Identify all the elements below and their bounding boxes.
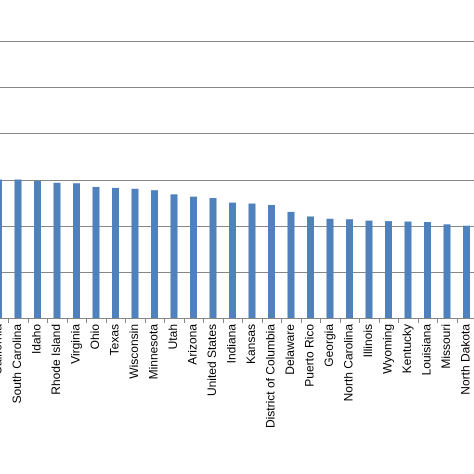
bar — [112, 187, 119, 318]
bar — [34, 180, 41, 318]
category-label: United States — [205, 324, 219, 396]
x-ticks — [8, 318, 458, 323]
bar — [170, 194, 178, 318]
category-label: Indiana — [225, 324, 239, 364]
category-label: North Carolina — [342, 324, 356, 402]
bar — [365, 220, 373, 318]
bar — [385, 221, 392, 318]
bar — [346, 219, 353, 318]
bar — [151, 190, 158, 318]
bar — [443, 224, 451, 318]
category-label: Ohio — [88, 324, 102, 350]
bar — [268, 204, 275, 318]
bar — [424, 222, 431, 318]
bar — [404, 221, 412, 318]
category-labels: California South Carolina Idaho Rhode Islan… — [0, 324, 473, 428]
category-label: Arizona — [186, 324, 200, 365]
bar — [326, 218, 334, 318]
bar — [92, 186, 100, 318]
bar — [463, 225, 470, 318]
bar — [53, 182, 61, 318]
category-label: Wyoming — [381, 324, 395, 374]
category-label: Utah — [166, 324, 180, 349]
category-label: Louisiana — [420, 324, 434, 376]
gridlines — [0, 41, 474, 273]
category-label: Georgia — [322, 324, 336, 367]
bar — [14, 179, 22, 318]
bar — [287, 211, 295, 318]
bar — [307, 216, 314, 318]
bar — [73, 183, 80, 318]
bar — [131, 188, 139, 318]
category-label: California — [0, 324, 5, 375]
bars — [0, 179, 470, 318]
category-label: Minnesota — [147, 324, 161, 380]
bar — [229, 202, 236, 318]
category-label: Wisconsin — [127, 324, 141, 379]
category-label: Virginia — [69, 324, 83, 364]
category-label: Kansas — [244, 324, 258, 364]
category-label: Missouri — [439, 324, 453, 369]
bar — [0, 179, 2, 318]
bar — [190, 196, 197, 318]
category-label: District of Columbia — [264, 324, 278, 428]
category-label: Kentucky — [400, 324, 414, 373]
category-label: Puerto Rico — [303, 324, 317, 387]
bar — [209, 198, 217, 318]
category-label: Illinois — [361, 324, 375, 357]
bar — [248, 203, 256, 318]
category-label: South Carolina — [10, 324, 24, 404]
category-label: Idaho — [30, 324, 44, 354]
category-label: North Dakota — [459, 324, 473, 395]
category-label: Delaware — [283, 324, 297, 375]
category-label: Texas — [108, 324, 122, 355]
category-label: Rhode Island — [49, 324, 63, 395]
